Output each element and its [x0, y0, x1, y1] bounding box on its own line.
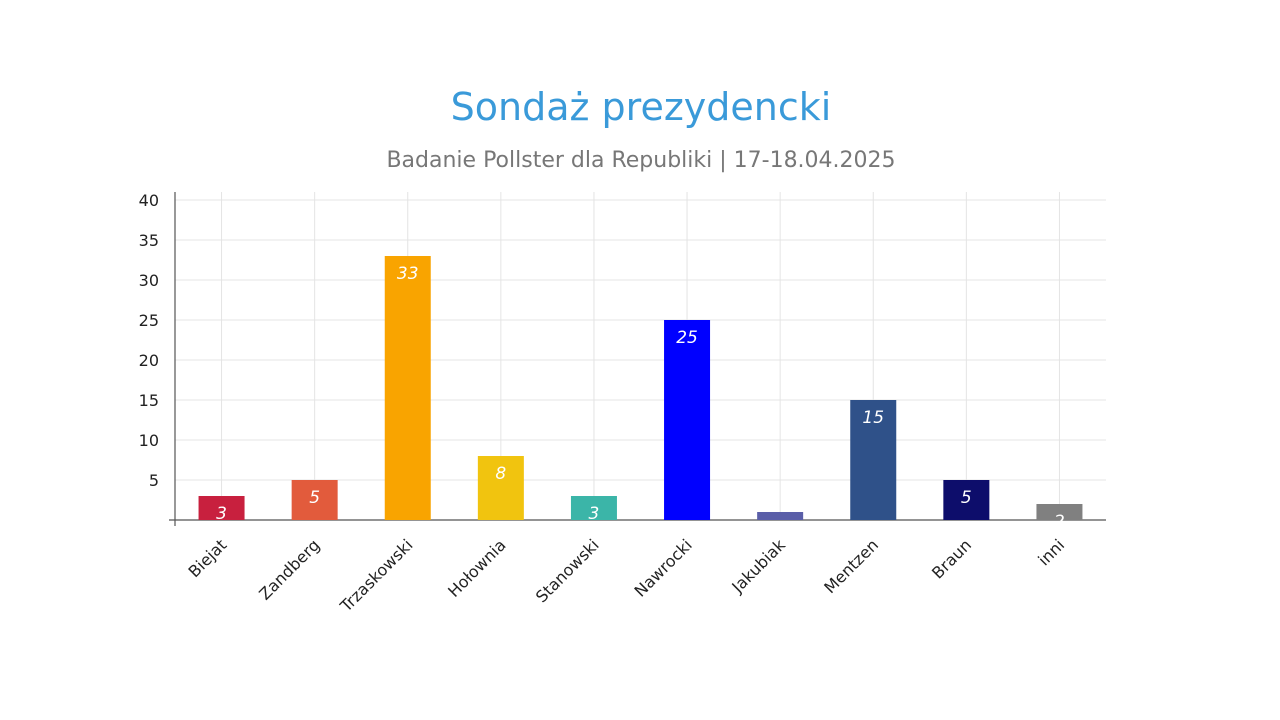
data-label: 3: [216, 504, 227, 524]
bar: [570, 496, 617, 520]
x-tick-label: Trzaskowski: [336, 535, 417, 616]
x-tick-label: Braun: [928, 535, 975, 582]
y-tick-label: 35: [139, 231, 159, 250]
y-tick-label: 40: [139, 191, 159, 210]
x-tick-label: Mentzen: [820, 535, 882, 597]
x-tick-label: Zandberg: [255, 535, 323, 603]
y-tick-label: 20: [139, 351, 159, 370]
axes: [169, 192, 1106, 526]
labels: 5101520253035403Biejat5Zandberg33Trzasko…: [139, 191, 1069, 616]
bar: [291, 480, 338, 520]
x-tick-label: Nawrocki: [631, 535, 696, 600]
y-tick-label: 5: [149, 471, 159, 490]
chart-title: Sondaż prezydencki: [450, 85, 832, 129]
bar: [1036, 504, 1083, 520]
bars: [198, 256, 1083, 520]
data-label: 3: [589, 504, 600, 524]
x-tick-label: Biejat: [185, 535, 231, 581]
bar: [757, 512, 804, 520]
bar: [384, 256, 431, 520]
y-tick-label: 25: [139, 311, 159, 330]
grid-lines: [175, 192, 1106, 520]
data-label: 5: [309, 488, 320, 508]
data-label: 8: [495, 464, 506, 484]
x-tick-label: Hołownia: [444, 535, 510, 601]
chart-subtitle: Badanie Pollster dla Republiki | 17-18.0…: [386, 148, 896, 173]
bar: [850, 400, 897, 520]
data-label: 5: [961, 488, 972, 508]
x-tick-label: inni: [1034, 535, 1068, 569]
data-label: 15: [862, 408, 884, 428]
x-tick-label: Jakubiak: [727, 535, 789, 597]
x-tick-label: Stanowski: [532, 535, 603, 606]
bar: [477, 456, 524, 520]
data-label: 25: [676, 328, 698, 348]
chart-area: [110, 70, 1170, 640]
y-tick-label: 10: [139, 431, 159, 450]
y-tick-label: 15: [139, 391, 159, 410]
y-tick-label: 30: [139, 271, 159, 290]
data-label: 2: [1054, 512, 1065, 532]
bar: [664, 320, 711, 520]
data-label: 33: [397, 264, 419, 284]
bar: [198, 496, 245, 520]
bar: [943, 480, 990, 520]
